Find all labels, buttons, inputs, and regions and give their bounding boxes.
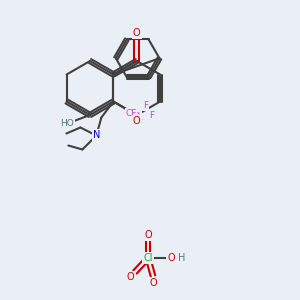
Text: O: O: [149, 278, 157, 288]
Text: O: O: [167, 253, 175, 263]
Text: N: N: [93, 130, 100, 140]
Text: O: O: [144, 230, 152, 240]
Text: H: H: [178, 253, 186, 263]
Text: Cl: Cl: [143, 253, 153, 263]
Text: F: F: [137, 119, 142, 128]
Text: F: F: [143, 101, 148, 110]
Text: CF₃: CF₃: [126, 109, 141, 118]
Text: HO: HO: [60, 118, 74, 127]
Text: F: F: [149, 111, 154, 120]
Text: O: O: [133, 116, 141, 126]
Text: O: O: [126, 272, 134, 282]
Text: O: O: [133, 28, 141, 38]
